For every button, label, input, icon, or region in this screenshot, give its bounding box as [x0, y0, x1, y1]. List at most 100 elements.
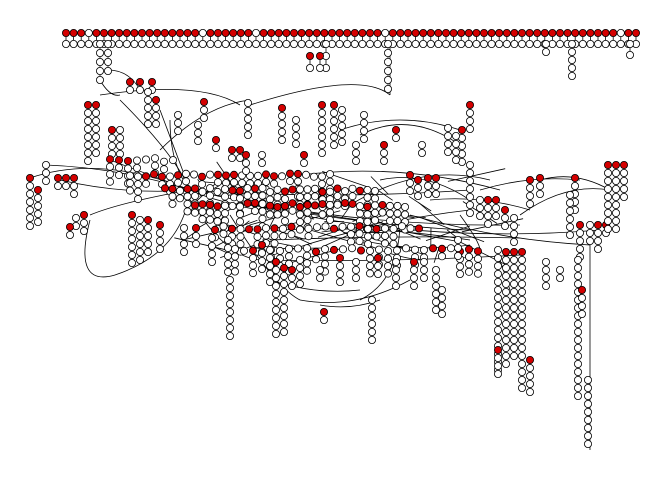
plain-node [223, 267, 232, 276]
plain-node [446, 244, 455, 253]
plain-node [258, 214, 267, 223]
plain-node [25, 213, 34, 222]
highlighted-node [373, 28, 382, 37]
plain-node [411, 40, 420, 49]
plain-node [604, 208, 613, 217]
plain-node [464, 260, 473, 269]
plain-node [42, 176, 51, 185]
plain-node [34, 209, 43, 218]
highlighted-node [287, 265, 296, 274]
plain-node [270, 239, 279, 248]
plain-node [257, 248, 266, 257]
plain-node [230, 267, 239, 276]
highlighted-node [333, 184, 342, 193]
plain-node [465, 200, 474, 209]
plain-node [343, 40, 352, 49]
plain-node [291, 131, 300, 140]
highlighted-node [624, 28, 633, 37]
highlighted-node [155, 220, 164, 229]
plain-node [193, 136, 202, 145]
plain-node [223, 251, 232, 260]
plain-node [379, 156, 388, 165]
plain-node [578, 309, 587, 318]
highlighted-node [419, 28, 428, 37]
plain-node [243, 123, 252, 132]
plain-node [451, 155, 460, 164]
plain-node [431, 281, 440, 290]
plain-node [271, 281, 280, 290]
highlighted-node [244, 28, 253, 37]
plain-node [518, 383, 527, 392]
plain-node [213, 187, 222, 196]
plain-node [304, 232, 313, 241]
highlighted-node [457, 126, 466, 135]
plain-node [370, 194, 379, 203]
graph-edge [289, 209, 471, 251]
plain-node [348, 192, 357, 201]
plain-node [383, 58, 392, 67]
highlighted-node [236, 28, 245, 37]
plain-node [509, 343, 518, 352]
highlighted-node [536, 173, 545, 182]
plain-node [604, 168, 613, 177]
highlighted-node [183, 184, 192, 193]
plain-node [220, 209, 229, 218]
plain-node [586, 236, 595, 245]
plain-node [96, 67, 105, 76]
highlighted-node [318, 187, 327, 196]
highlighted-node [190, 184, 199, 193]
plain-node [207, 249, 216, 258]
highlighted-node [500, 205, 509, 214]
plain-node [173, 111, 182, 120]
plain-node [542, 257, 551, 266]
plain-node [383, 76, 392, 85]
plain-node [431, 289, 440, 298]
highlighted-node [235, 186, 244, 195]
plain-node [133, 187, 142, 196]
plain-node [239, 246, 248, 255]
plain-node [542, 265, 551, 274]
plain-node [337, 114, 346, 123]
plain-node [493, 333, 502, 342]
plain-node [280, 217, 289, 226]
plain-node [475, 211, 484, 220]
plain-node [173, 127, 182, 136]
plain-node [479, 40, 488, 49]
plain-node [413, 191, 422, 200]
plain-node [409, 265, 418, 274]
plain-node [518, 311, 527, 320]
graph-edge [89, 189, 191, 216]
plain-node [280, 194, 289, 203]
plain-node [106, 170, 115, 179]
plain-node [271, 297, 280, 306]
highlighted-node [84, 101, 93, 110]
plain-node [333, 191, 342, 200]
highlighted-node [248, 246, 257, 255]
plain-node [383, 49, 392, 58]
plain-node [491, 211, 500, 220]
plain-node [526, 191, 535, 200]
plain-node [251, 40, 260, 49]
highlighted-node [465, 101, 474, 110]
plain-node [383, 269, 392, 278]
highlighted-node [355, 186, 364, 195]
plain-node [310, 192, 319, 201]
plain-node [338, 245, 347, 254]
plain-node [271, 289, 280, 298]
plain-node [612, 216, 621, 225]
plain-node [335, 277, 344, 286]
highlighted-node [495, 28, 504, 37]
highlighted-node [632, 28, 641, 37]
plain-node [365, 254, 374, 263]
highlighted-node [183, 28, 192, 37]
highlighted-node [378, 200, 387, 209]
highlighted-node [297, 28, 306, 37]
plain-node [574, 263, 583, 272]
plain-node [604, 224, 613, 233]
highlighted-node [244, 225, 253, 234]
highlighted-node [135, 78, 144, 87]
plain-node [385, 201, 394, 210]
plain-node [410, 245, 419, 254]
graph-edge [84, 219, 116, 278]
highlighted-node [279, 263, 288, 272]
